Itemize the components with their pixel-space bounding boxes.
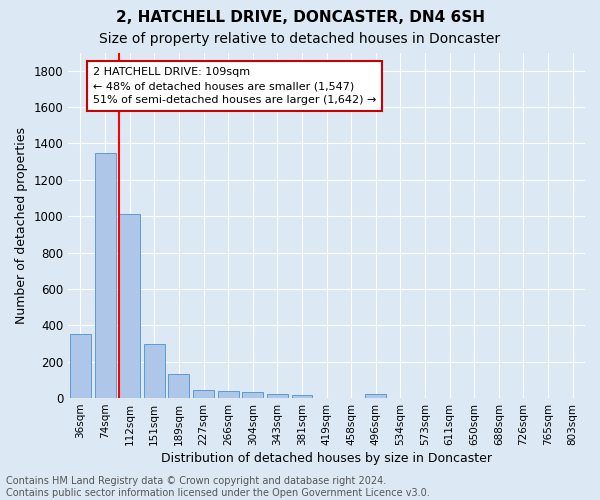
Bar (218, 391, 239, 398)
Y-axis label: Number of detached properties: Number of detached properties (15, 127, 28, 324)
X-axis label: Distribution of detached houses by size in Doncaster: Distribution of detached houses by size … (161, 452, 492, 465)
Bar (292, 395, 313, 398)
Bar (169, 374, 190, 398)
Text: Contains HM Land Registry data © Crown copyright and database right 2024.
Contai: Contains HM Land Registry data © Crown c… (6, 476, 430, 498)
Bar (267, 394, 288, 398)
Bar (70, 334, 91, 398)
Bar (95, 154, 116, 398)
Bar (242, 392, 263, 398)
Text: 2 HATCHELL DRIVE: 109sqm
← 48% of detached houses are smaller (1,547)
51% of sem: 2 HATCHELL DRIVE: 109sqm ← 48% of detach… (93, 67, 376, 105)
Text: 2, HATCHELL DRIVE, DONCASTER, DN4 6SH: 2, HATCHELL DRIVE, DONCASTER, DN4 6SH (115, 10, 485, 25)
Text: Size of property relative to detached houses in Doncaster: Size of property relative to detached ho… (100, 32, 500, 46)
Bar (365, 394, 386, 398)
Bar (144, 344, 165, 398)
Bar (193, 390, 214, 398)
Bar (119, 214, 140, 398)
